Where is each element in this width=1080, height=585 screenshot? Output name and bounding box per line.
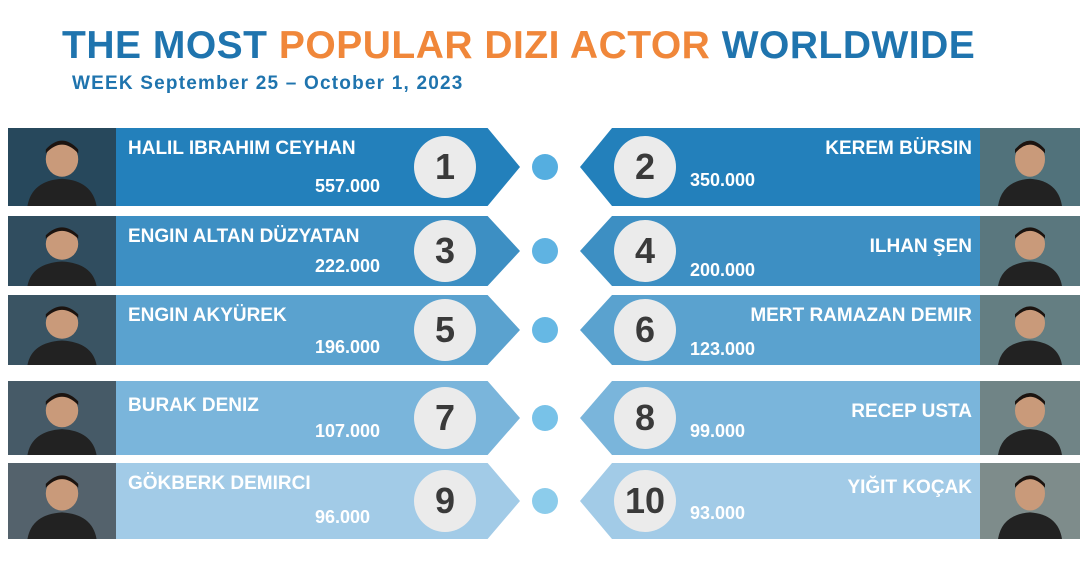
vote-count: 107.000 xyxy=(315,421,381,441)
rank-number: 4 xyxy=(614,220,676,282)
actor-photo xyxy=(980,295,1080,365)
title-part-1: THE MOST xyxy=(62,24,279,67)
actor-photo xyxy=(8,381,116,455)
separator-dot xyxy=(532,154,558,180)
actor-name: MERT RAMAZAN DEMIR xyxy=(750,305,972,326)
actor-photo xyxy=(8,216,116,286)
separator-dot xyxy=(532,238,558,264)
vote-count: 222.000 xyxy=(315,256,381,276)
actor-name: YIĞIT KOÇAK xyxy=(847,477,972,498)
vote-count: 96.000 xyxy=(315,507,371,527)
page-title: THE MOST POPULAR DIZI ACTOR WORLDWIDE xyxy=(62,24,975,68)
rank-number: 7 xyxy=(414,387,476,449)
actor-photo xyxy=(980,381,1080,455)
rank-number: 5 xyxy=(414,299,476,361)
title-part-3: WORLDWIDE xyxy=(710,24,976,67)
ranking-row: ENGIN ALTAN DÜZYATAN 222.000 3 ILHAN ŞEN 200… xyxy=(0,216,1080,286)
actor-name: HALIL IBRAHIM CEYHAN xyxy=(128,138,356,159)
separator-dot xyxy=(532,317,558,343)
vote-count: 557.000 xyxy=(315,176,381,196)
ranking-row: BURAK DENIZ 107.000 7 RECEP USTA 99.000 8 xyxy=(0,381,1080,455)
ranking-row: ENGIN AKYÜREK 196.000 5 MERT RAMAZAN DEMIR 1… xyxy=(0,295,1080,365)
vote-count: 99.000 xyxy=(690,421,746,441)
title-part-2: POPULAR DIZI ACTOR xyxy=(278,24,711,67)
actor-name: RECEP USTA xyxy=(851,401,972,422)
rank-number: 2 xyxy=(614,136,676,198)
actor-name: ENGIN AKYÜREK xyxy=(128,305,287,326)
vote-count: 123.000 xyxy=(690,339,756,359)
ranking-row: HALIL IBRAHIM CEYHAN 557.000 1 KEREM BÜRSIN… xyxy=(0,128,1080,206)
actor-name: KEREM BÜRSIN xyxy=(825,138,972,159)
actor-photo xyxy=(980,463,1080,539)
actor-photo xyxy=(8,463,116,539)
rank-number: 8 xyxy=(614,387,676,449)
week-range: WEEK September 25 – October 1, 2023 xyxy=(72,73,464,94)
actor-photo xyxy=(980,128,1080,206)
ranking-row: GÖKBERK DEMIRCI 96.000 9 YIĞIT KOÇAK 93.000 1… xyxy=(0,463,1080,539)
actor-photo xyxy=(8,128,116,206)
rank-number: 1 xyxy=(414,136,476,198)
rank-number: 9 xyxy=(414,470,476,532)
vote-count: 350.000 xyxy=(690,170,756,190)
actor-photo xyxy=(980,216,1080,286)
vote-count: 200.000 xyxy=(690,260,756,280)
rank-number: 10 xyxy=(614,470,676,532)
rank-number: 6 xyxy=(614,299,676,361)
actor-name: GÖKBERK DEMIRCI xyxy=(128,473,311,494)
actor-photo xyxy=(8,295,116,365)
actor-name: BURAK DENIZ xyxy=(128,395,259,416)
separator-dot xyxy=(532,405,558,431)
separator-dot xyxy=(532,488,558,514)
vote-count: 93.000 xyxy=(690,503,746,523)
vote-count: 196.000 xyxy=(315,337,381,357)
rank-number: 3 xyxy=(414,220,476,282)
actor-name: ENGIN ALTAN DÜZYATAN xyxy=(128,226,360,247)
actor-name: ILHAN ŞEN xyxy=(869,236,972,257)
